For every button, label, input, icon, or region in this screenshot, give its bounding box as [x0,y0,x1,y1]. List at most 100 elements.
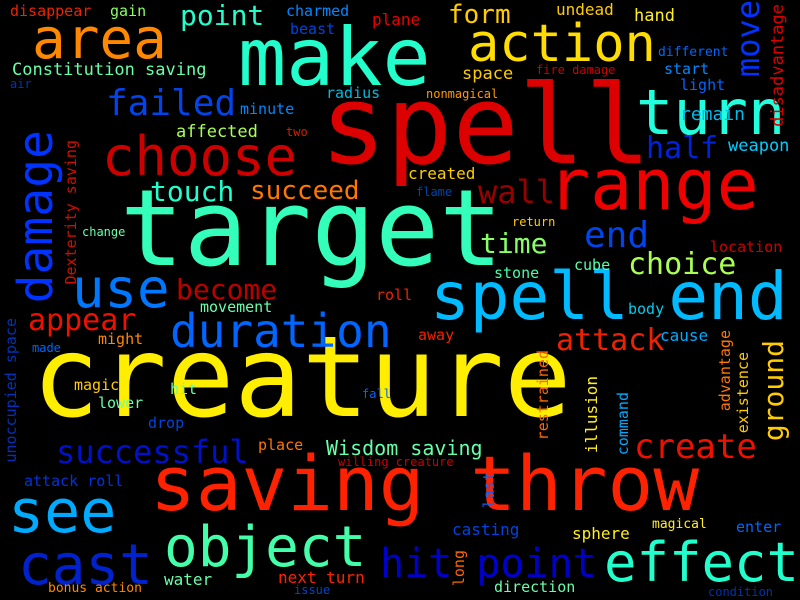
word-dexterity-saving: Dexterity saving [62,140,80,285]
word-issue: issue [294,583,331,597]
word-willing-creature: willing creature [338,455,454,469]
word-plane: plane [372,10,421,29]
word-two: two [286,125,308,139]
word-range: range [548,144,759,226]
word-saving-throw: saving throw [150,439,700,528]
word-move: move [729,0,767,78]
word-bonus-action: bonus action [48,581,142,596]
word-unoccupied-space: unoccupied space [2,318,20,463]
word-action: action [468,14,656,74]
word-long: long [450,550,468,587]
word-hand: hand [634,6,675,26]
word-use: use [72,257,170,320]
word-appear: appear [28,303,137,338]
word-wisdom-saving: Wisdom saving [326,436,483,460]
word-undead: undead [556,0,614,19]
word-start: start [664,60,710,78]
word-see: see [8,477,117,547]
word-direction: direction [494,578,576,596]
word-nonmagical: nonmagical [426,87,499,101]
word-advantage: advantage [716,330,734,412]
word-condition: condition [708,585,774,599]
word-object: object [164,515,367,580]
word-hit-point: hit point [380,541,597,587]
word-restrained: restrained [534,350,552,441]
word-movement: movement [200,298,273,316]
word-light: light [680,76,726,94]
word-cube: cube [574,256,611,274]
word-flame: flame [416,185,453,199]
word-point: point [180,0,265,32]
word-form: form [448,0,511,30]
word-different: different [658,45,729,60]
word-place: place [258,436,304,454]
word-stone: stone [494,264,540,282]
word-cause: cause [660,326,709,345]
word-turn: turn [636,76,786,149]
word-ground: ground [757,340,790,442]
word-wall: wall [478,173,556,211]
word-next-turn: next turn [278,568,365,587]
word-enter: enter [736,518,782,536]
word-weapon: weapon [728,136,790,156]
word-charmed: charmed [286,2,350,20]
word-duration: duration [170,304,392,358]
word-water: water [164,570,213,589]
word-succeed: succeed [250,176,360,206]
word-choice: choice [628,247,737,282]
word-drop: drop [148,414,185,432]
word-fire-damage: fire damage [536,63,616,77]
word-made: made [32,341,61,355]
word-might: might [98,330,144,348]
word-spell-end: spell end [430,258,788,335]
word-air: air [10,77,32,91]
word-become: become [176,273,278,306]
word-existence: existence [734,352,752,434]
word-damage: damage [8,130,64,304]
word-lower: lower [98,394,144,412]
word-body: body [628,300,665,318]
word-effect: effect [604,531,800,594]
word-affected: affected [176,122,258,142]
word-remain: remain [680,104,746,125]
word-target: target [120,167,503,290]
word-disadvantage: disadvantage [768,4,788,127]
word-radius: radius [326,84,381,102]
word-created: created [408,164,476,183]
word-gain: gain [110,2,147,20]
word-constitution-saving: Constitution saving [12,60,207,80]
word-end: end [584,215,650,256]
word-disappear: disappear [10,2,92,20]
word-spell: spell [320,61,652,189]
word-beast: beast [290,20,336,38]
word-choose: choose [102,125,298,188]
word-minute: minute [240,100,295,118]
word-attack: attack [556,323,665,358]
word-cast: cast [18,533,153,598]
word-change: change [82,225,126,239]
word-magical: magical [652,517,707,532]
word-magic: magic [74,376,120,394]
word-illusion: illusion [582,376,601,454]
word-command: command [614,392,632,456]
word-sphere: sphere [572,524,630,543]
word-failed: failed [106,83,237,124]
word-make: make [238,11,431,104]
word-roll: roll [376,286,413,304]
word-create: create [634,427,757,467]
word-away: away [418,326,455,344]
word-last: last [480,472,498,509]
word-touch: touch [150,175,235,208]
word-creature: creature [32,313,572,443]
word-space: space [462,64,514,84]
word-return: return [512,215,556,229]
word-area: area [32,7,167,72]
word-fall: fall [362,387,391,401]
word-half: half [646,131,719,166]
word-location: location [710,238,783,256]
word-attack-roll: attack roll [24,472,124,490]
word-successful: successful [56,433,249,471]
word-hit: hit [170,380,198,398]
word-casting: casting [452,520,520,539]
